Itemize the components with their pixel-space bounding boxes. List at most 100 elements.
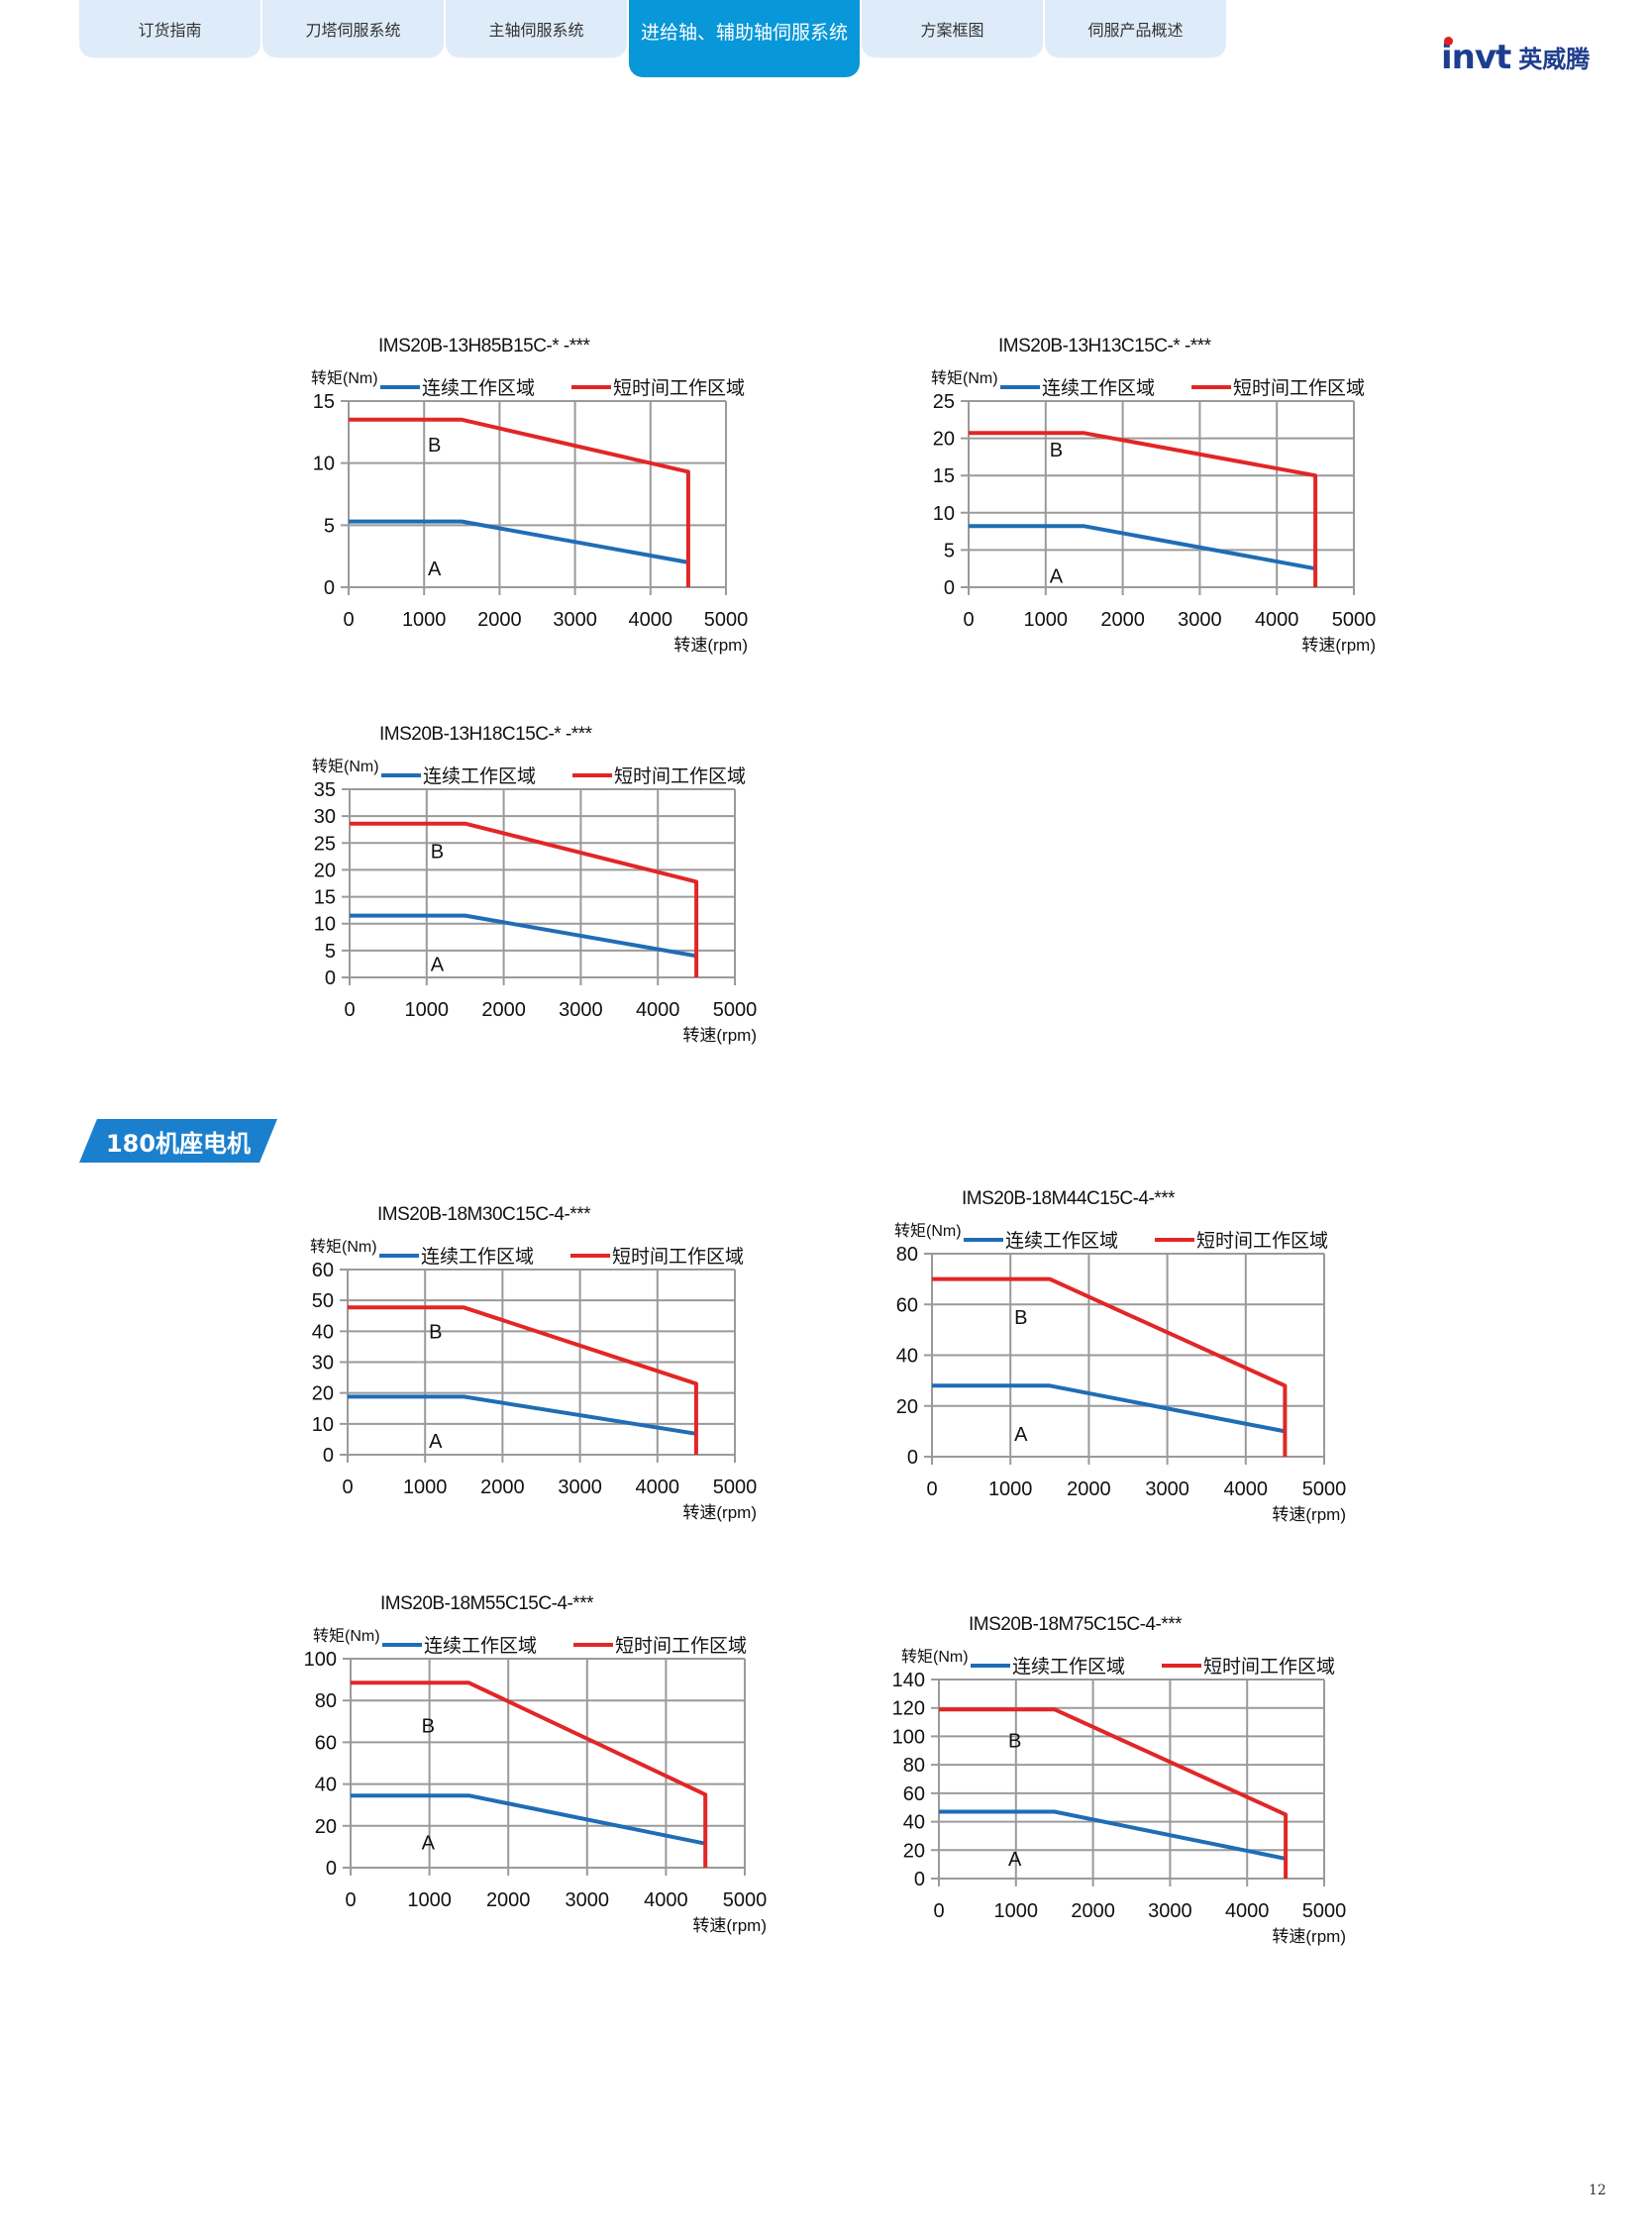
legend-label-short-time: 短时间工作区域 [613, 377, 745, 399]
y-tick-label: 15 [933, 465, 955, 487]
series-line-short-time [939, 1707, 1289, 1879]
y-tick-label: 15 [314, 887, 336, 909]
tab-label: 刀塔伺服系统 [305, 21, 401, 40]
region-label-a: A [1014, 1424, 1028, 1446]
y-axis-label: 转矩(Nm) [894, 1222, 962, 1240]
chart-title: IMS20B-13H85B15C-* -*** [378, 336, 591, 356]
legend-label-continuous: 连续工作区域 [423, 765, 536, 787]
region-label-b: B [429, 1321, 442, 1343]
x-tick-label: 1000 [402, 609, 447, 631]
y-tick-label: 10 [313, 454, 335, 475]
legend-label-continuous: 连续工作区域 [424, 1635, 537, 1657]
series-line-short-time [351, 1680, 708, 1868]
legend-label-continuous: 连续工作区域 [1012, 1656, 1125, 1678]
series-line-continuous [939, 1809, 1287, 1861]
y-tick-label: 40 [315, 1775, 337, 1796]
x-tick-label: 5000 [704, 609, 749, 631]
y-tick-label: 50 [312, 1290, 334, 1312]
tab-solution-diagram[interactable]: 方案框图 [862, 0, 1043, 57]
series-line-continuous [350, 913, 697, 959]
region-label-b: B [431, 841, 444, 863]
x-tick-label: 0 [933, 1900, 944, 1922]
y-tick-label: 80 [903, 1755, 925, 1777]
chart-title: IMS20B-18M30C15C-4-*** [377, 1204, 591, 1225]
x-tick-label: 2000 [1067, 1478, 1111, 1500]
tab-label: 主轴伺服系统 [488, 21, 584, 40]
y-tick-label: 0 [914, 1869, 925, 1890]
x-tick-label: 4000 [644, 1889, 688, 1911]
tab-servo-overview[interactable]: 伺服产品概述 [1045, 0, 1226, 57]
y-axis-label: 转矩(Nm) [313, 1627, 380, 1645]
legend-label-continuous: 连续工作区域 [422, 377, 535, 399]
region-label-a: A [428, 559, 442, 580]
region-label-a: A [422, 1833, 436, 1855]
y-tick-label: 120 [892, 1698, 925, 1720]
legend-label-short-time: 短时间工作区域 [614, 765, 746, 787]
region-label-a: A [1008, 1849, 1022, 1871]
series-line-continuous [348, 1394, 697, 1436]
y-tick-label: 20 [933, 429, 955, 451]
section-badge-background [79, 1119, 277, 1163]
y-tick-label: 20 [903, 1840, 925, 1862]
y-tick-label: 20 [312, 1383, 334, 1405]
tab-ordering-guide[interactable]: 订货指南 [79, 0, 260, 57]
region-label-a: A [431, 954, 445, 975]
x-tick-label: 1000 [407, 1889, 452, 1911]
y-tick-label: 0 [325, 967, 336, 989]
y-tick-label: 20 [314, 860, 336, 881]
chart-title: IMS20B-18M55C15C-4-*** [380, 1593, 594, 1614]
x-tick-label: 1000 [994, 1900, 1039, 1922]
y-tick-label: 20 [315, 1816, 337, 1838]
series-line-short-time [348, 1305, 698, 1455]
x-tick-label: 5000 [713, 999, 758, 1021]
legend-label-short-time: 短时间工作区域 [615, 1635, 747, 1657]
x-axis-label: 转速(rpm) [1272, 1505, 1346, 1524]
x-tick-label: 2000 [1071, 1900, 1115, 1922]
chart-2: 0 5 10 15 20 25 0 1000 2000 3000 4000 5000 IMS20B-13… [931, 336, 1376, 655]
logo-dot-icon [1444, 36, 1453, 46]
series-line-continuous [932, 1383, 1286, 1434]
y-tick-label: 0 [907, 1447, 918, 1469]
x-axis-label: 转速(rpm) [1301, 636, 1376, 655]
chart-3: 0 5 10 15 20 25 30 35 0 1000 2000 3000 4000 5000 IMS20… [312, 724, 757, 1045]
tab-label: 方案框图 [920, 21, 984, 40]
chart-5: 0 20 40 60 80 0 1000 2000 3000 4000 5000 IMS20B-18M… [894, 1188, 1346, 1524]
section-title: 180机座电机 [105, 1129, 252, 1158]
y-axis-label: 转矩(Nm) [311, 369, 378, 387]
chart-title: IMS20B-13H13C15C-* -*** [998, 336, 1212, 356]
tab-label: 订货指南 [138, 21, 202, 40]
x-tick-label: 3000 [566, 1889, 610, 1911]
series-line-short-time [969, 431, 1318, 587]
x-tick-label: 0 [344, 999, 355, 1021]
y-tick-label: 100 [892, 1726, 925, 1748]
tab-spindle-servo[interactable]: 主轴伺服系统 [446, 0, 627, 57]
chart-7: 0 20 40 60 80 100 120 140 0 1000 2000 3000 4000 5000 I… [892, 1614, 1347, 1946]
series-line-short-time [349, 417, 690, 587]
region-label-b: B [1008, 1731, 1021, 1753]
x-axis-label: 转速(rpm) [692, 1916, 767, 1935]
tab-feed-axis-servo[interactable]: 进给轴、辅助轴伺服系统 [629, 0, 860, 77]
y-tick-label: 80 [315, 1690, 337, 1712]
x-tick-label: 5000 [1302, 1478, 1347, 1500]
y-tick-label: 140 [892, 1670, 925, 1691]
legend-label-continuous: 连续工作区域 [1042, 377, 1155, 399]
y-tick-label: 0 [326, 1858, 337, 1880]
x-tick-label: 2000 [481, 999, 526, 1021]
nav-tabs: 订货指南 刀塔伺服系统 主轴伺服系统 进给轴、辅助轴伺服系统 方案框图 伺服产品… [79, 0, 1228, 79]
y-tick-label: 80 [896, 1244, 918, 1266]
x-tick-label: 1000 [1024, 609, 1069, 631]
y-tick-label: 30 [312, 1353, 334, 1375]
x-tick-label: 1000 [405, 999, 450, 1021]
series-line-continuous [969, 524, 1316, 571]
x-tick-label: 4000 [1225, 1900, 1270, 1922]
page-number: 12 [1589, 2183, 1606, 2198]
y-tick-label: 40 [903, 1812, 925, 1834]
x-tick-label: 1000 [403, 1476, 448, 1498]
x-tick-label: 4000 [1224, 1478, 1269, 1500]
x-tick-label: 3000 [1148, 1900, 1192, 1922]
x-tick-label: 2000 [486, 1889, 531, 1911]
x-tick-label: 0 [963, 609, 974, 631]
tab-turret-servo[interactable]: 刀塔伺服系统 [262, 0, 444, 57]
x-tick-label: 0 [343, 609, 354, 631]
